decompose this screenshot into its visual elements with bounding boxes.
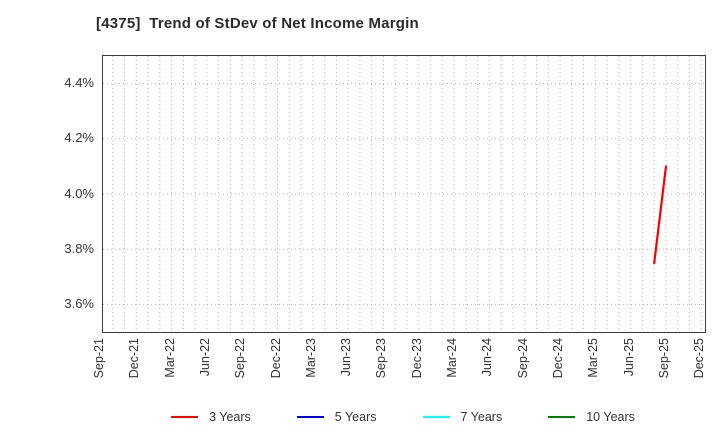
- x-tick-label: Sep-23: [374, 338, 389, 379]
- legend: 3 Years 5 Years 7 Years 10 Years: [102, 406, 704, 428]
- x-tick-label: Mar-23: [303, 338, 318, 378]
- legend-label-3-years: 3 Years: [209, 410, 251, 424]
- x-tick-label: Jun-25: [621, 338, 636, 377]
- legend-item-5-years: 5 Years: [296, 410, 377, 424]
- legend-line-5-years-icon: [296, 415, 324, 419]
- horizontal-gridlines: [103, 83, 705, 305]
- x-tick-label: Mar-22: [162, 338, 177, 378]
- x-tick-label: Sep-21: [92, 338, 106, 379]
- legend-line-3-years-icon: [171, 415, 199, 419]
- x-tick-label: Dec-21: [127, 338, 142, 379]
- x-tick-label: Sep-22: [233, 338, 248, 379]
- x-tick-label: Jun-23: [339, 338, 354, 377]
- legend-label-5-years: 5 Years: [334, 410, 377, 424]
- x-tick-label: Jun-22: [197, 338, 212, 377]
- legend-label-10-years: 10 Years: [586, 410, 635, 424]
- legend-label-7-years: 7 Years: [460, 410, 503, 424]
- y-tick-label: 4.0%: [64, 185, 94, 201]
- x-tick-label: Mar-24: [445, 338, 460, 378]
- y-tick-label: 4.2%: [64, 130, 94, 146]
- x-tick-label: Jun-24: [480, 338, 495, 377]
- x-tick-label: Dec-25: [692, 338, 707, 379]
- x-tick-label: Dec-24: [551, 338, 566, 379]
- y-tick-label: 3.8%: [64, 240, 94, 256]
- legend-item-10-years: 10 Years: [548, 410, 635, 424]
- series-lines: [653, 165, 668, 265]
- series-line-3-years: [653, 165, 668, 265]
- x-tick-label: Mar-25: [586, 338, 601, 378]
- legend-line-7-years-icon: [422, 415, 450, 419]
- plot-svg: [103, 56, 705, 332]
- x-tick-label: Sep-24: [515, 338, 530, 379]
- x-tick-label: Dec-22: [268, 338, 283, 379]
- chart-title: [4375] Trend of StDev of Net Income Marg…: [96, 15, 419, 32]
- plot-area: [102, 55, 706, 333]
- x-tick-label: Dec-23: [409, 338, 424, 379]
- legend-line-10-years-icon: [548, 415, 576, 419]
- x-tick-label: Sep-25: [656, 338, 671, 379]
- legend-item-3-years: 3 Years: [171, 410, 251, 424]
- legend-item-7-years: 7 Years: [422, 410, 503, 424]
- y-tick-label: 4.4%: [64, 75, 94, 91]
- y-tick-label: 3.6%: [64, 295, 94, 311]
